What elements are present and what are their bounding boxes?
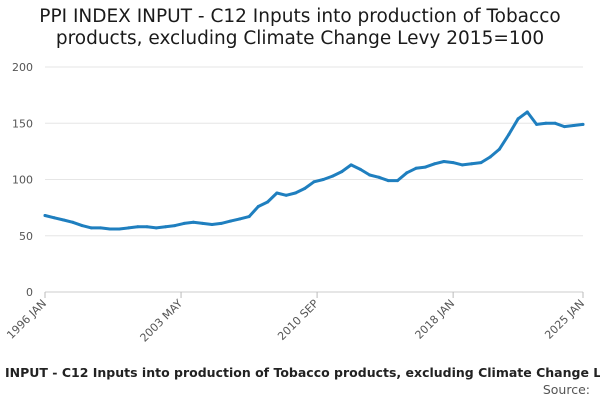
- data-point: [525, 110, 529, 114]
- data-point: [414, 166, 418, 170]
- data-point: [117, 227, 121, 231]
- x-tick-label: 2018 JAN: [413, 297, 458, 342]
- data-point: [581, 122, 585, 126]
- legend: INPUT - C12 Inputs into production of To…: [0, 365, 600, 383]
- chart-title-line: PPI INDEX INPUT - C12 Inputs into produc…: [39, 6, 561, 27]
- data-point: [553, 121, 557, 125]
- x-tick-label: 2025 JAN: [542, 297, 587, 342]
- data-point: [247, 215, 251, 219]
- data-point: [423, 165, 427, 169]
- data-point: [219, 221, 223, 225]
- y-tick-label: 50: [19, 230, 33, 243]
- data-point: [358, 167, 362, 171]
- y-tick-label: 150: [12, 117, 33, 130]
- data-point: [62, 218, 66, 222]
- x-tick-label: 2010 SEP: [275, 297, 321, 343]
- data-point: [284, 193, 288, 197]
- data-point: [303, 187, 307, 190]
- grid: [45, 66, 583, 293]
- data-point: [396, 179, 399, 183]
- data-point: [71, 220, 75, 224]
- y-tick-label: 200: [12, 61, 33, 74]
- data-point: [52, 216, 56, 220]
- chart-title: PPI INDEX INPUT - C12 Inputs into produc…: [0, 6, 600, 50]
- data-point: [238, 217, 242, 221]
- x-axis: 1996 JAN 2003 MAY 2010 SEP 2018 JAN 2025 JAN: [4, 292, 587, 345]
- data-point: [470, 162, 474, 166]
- data-point: [256, 205, 260, 208]
- data-point: [191, 220, 195, 224]
- y-tick-label: 100: [12, 174, 33, 187]
- data-point: [173, 224, 177, 228]
- data-point: [145, 225, 149, 229]
- x-tick-label: 2003 MAY: [138, 297, 186, 345]
- data-point: [442, 160, 446, 163]
- y-axis: 0 50 100 150 200: [12, 61, 33, 299]
- data-point: [127, 226, 130, 230]
- x-tick-label: 1996 JAN: [4, 297, 49, 342]
- data-point: [108, 227, 112, 231]
- data-point: [136, 225, 140, 229]
- chart-title-line: products, excluding Climate Change Levy …: [55, 28, 545, 49]
- data-point: [43, 214, 47, 217]
- y-tick-label: 0: [26, 286, 33, 299]
- data-point: [229, 219, 232, 223]
- data-point: [377, 175, 381, 179]
- data-point: [507, 133, 511, 136]
- data-point: [562, 125, 566, 129]
- data-point: [516, 117, 520, 121]
- data-point: [275, 191, 279, 195]
- data-point: [266, 200, 270, 204]
- data-point: [479, 161, 483, 165]
- legend-series-label: INPUT - C12 Inputs into production of To…: [5, 365, 600, 380]
- data-point: [498, 147, 501, 151]
- data-point: [331, 174, 335, 178]
- data-point: [386, 179, 390, 183]
- data-point: [368, 173, 372, 177]
- data-point: [293, 191, 297, 195]
- data-point: [154, 226, 158, 230]
- data-point: [99, 226, 103, 230]
- data-point: [89, 226, 93, 230]
- data-point: [488, 155, 492, 159]
- data-point: [544, 121, 548, 125]
- data-point: [312, 180, 316, 184]
- data-point: [451, 161, 455, 165]
- data-point: [433, 162, 437, 166]
- data-point: [572, 124, 576, 127]
- data-point: [340, 170, 344, 174]
- data-point: [201, 221, 205, 225]
- data-point: [535, 122, 539, 126]
- data-point: [349, 163, 353, 167]
- data-point: [321, 178, 325, 181]
- data-point: [210, 223, 214, 226]
- source-label: Source:: [542, 382, 590, 397]
- data-point: [80, 224, 84, 228]
- data-point: [405, 171, 409, 175]
- data-point: [460, 163, 464, 167]
- data-point: [164, 225, 168, 229]
- plot-area: [43, 110, 585, 231]
- data-point: [182, 221, 186, 225]
- series-line: [43, 110, 585, 231]
